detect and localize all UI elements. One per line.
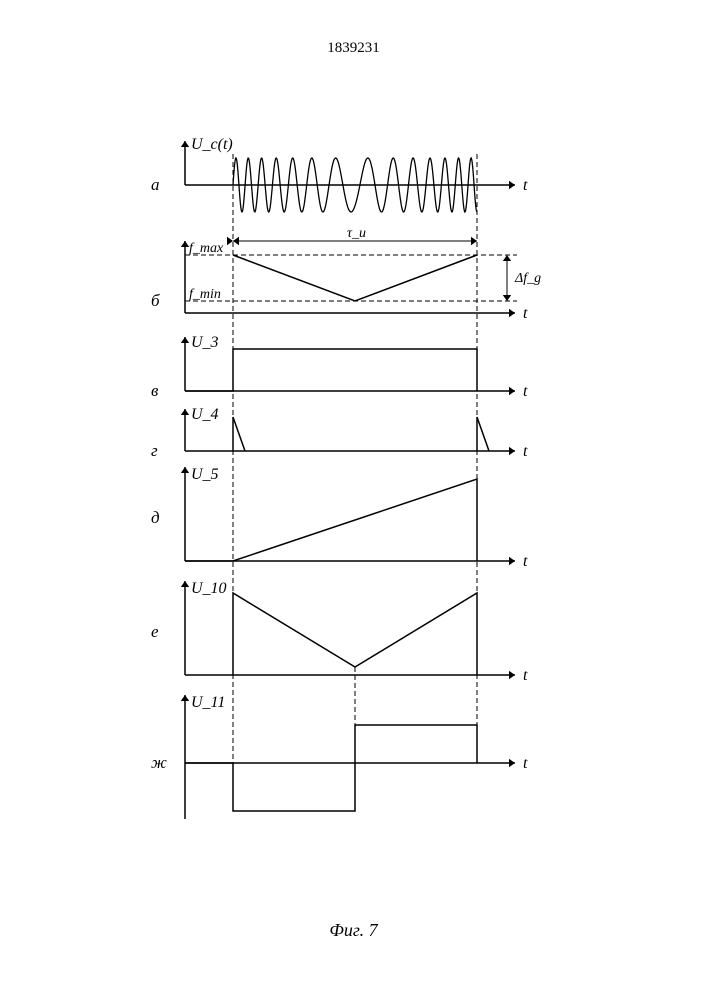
- svg-text:t: t: [523, 553, 528, 570]
- svg-text:f_min: f_min: [189, 287, 221, 302]
- svg-text:t: t: [523, 305, 528, 322]
- svg-text:t: t: [523, 755, 528, 772]
- svg-text:г: г: [151, 441, 158, 460]
- svg-text:U_4: U_4: [191, 406, 219, 423]
- svg-text:Δf_g: Δf_g: [514, 271, 541, 286]
- svg-text:t: t: [523, 177, 528, 194]
- svg-text:t: t: [523, 443, 528, 460]
- svg-text:е: е: [151, 622, 159, 641]
- svg-text:в: в: [151, 381, 159, 400]
- svg-text:б: б: [151, 291, 160, 310]
- svg-text:t: t: [523, 667, 528, 684]
- page-number: 1839231: [327, 40, 380, 57]
- svg-text:а: а: [151, 175, 160, 194]
- svg-text:U_11: U_11: [191, 694, 225, 711]
- svg-text:U_10: U_10: [191, 580, 227, 597]
- svg-text:U_5: U_5: [191, 466, 219, 483]
- svg-text:t: t: [523, 383, 528, 400]
- svg-text:U_3: U_3: [191, 334, 219, 351]
- figure-caption: Фиг. 7: [329, 920, 377, 941]
- svg-text:τ_и: τ_и: [347, 226, 366, 241]
- timing-diagram: tU_c(t)аtбf_maxf_minτ_иΔf_gtU_3вtU_4гtU_…: [145, 135, 585, 915]
- svg-text:д: д: [151, 508, 160, 527]
- svg-text:U_c(t): U_c(t): [191, 136, 233, 153]
- svg-text:f_max: f_max: [189, 241, 224, 256]
- svg-text:ж: ж: [151, 753, 167, 772]
